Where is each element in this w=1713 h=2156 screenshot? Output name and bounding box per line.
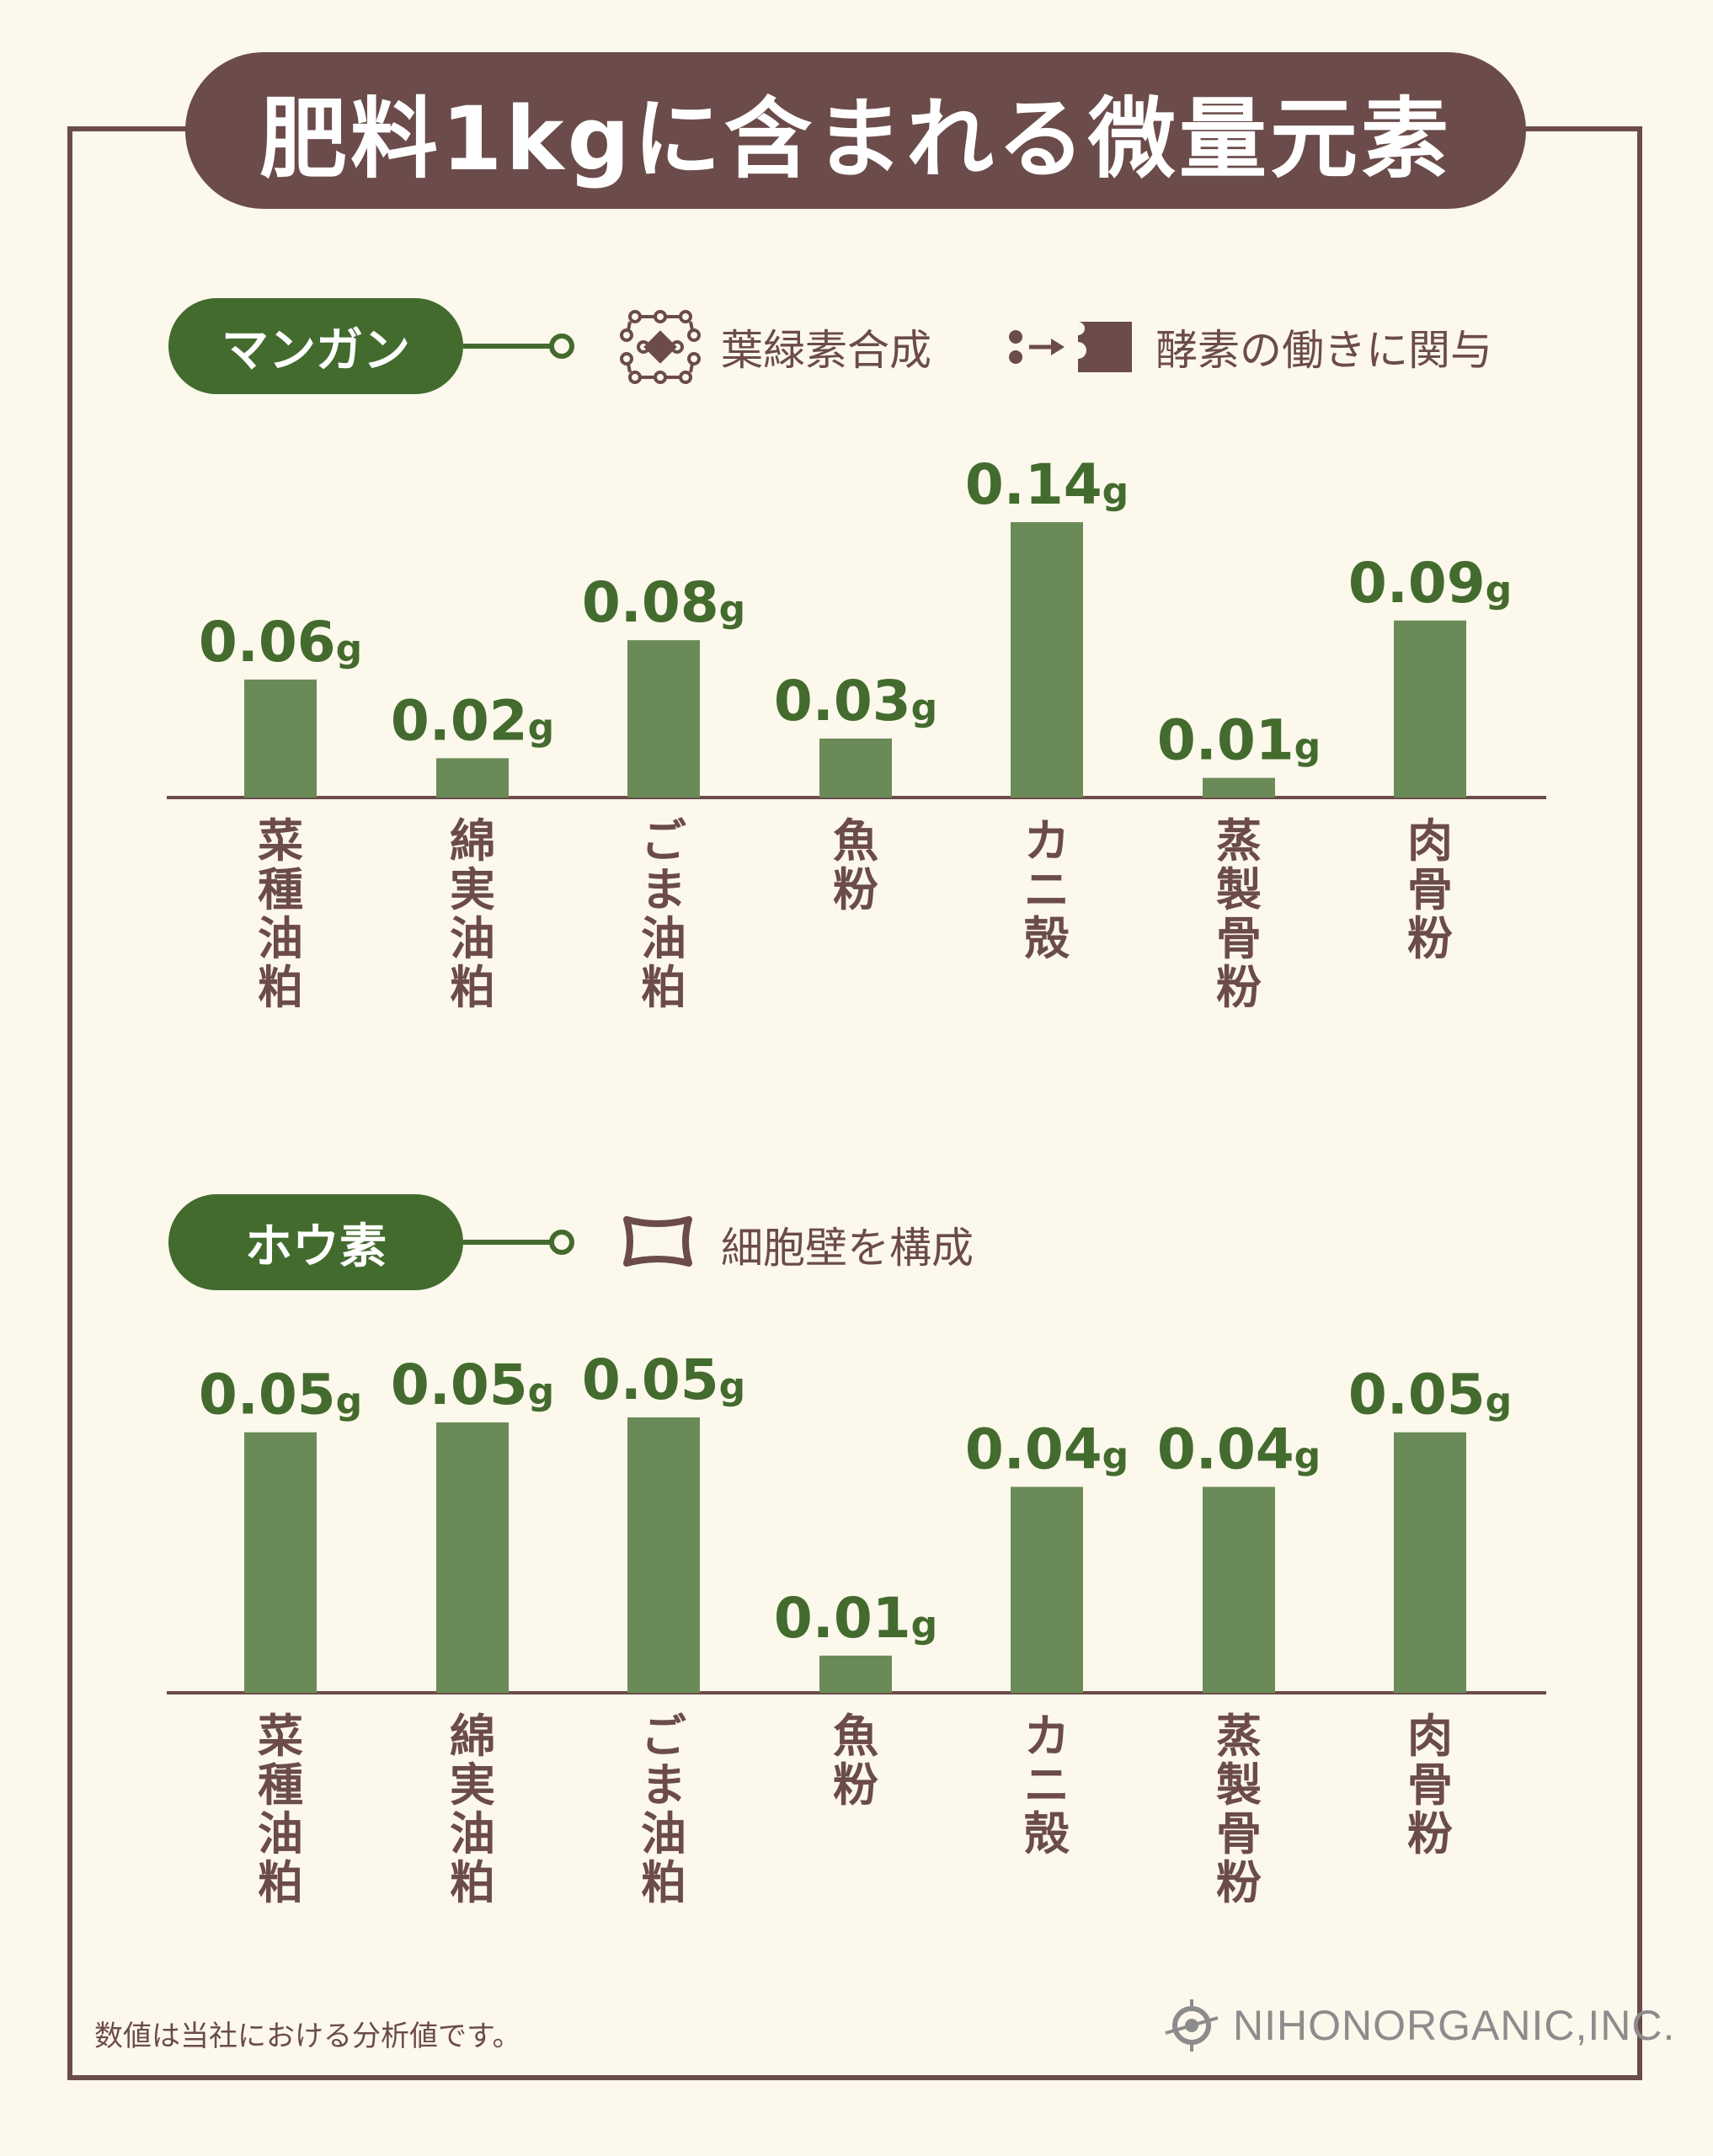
manganese-value-label-7: 0.09g bbox=[1348, 551, 1512, 616]
footnote: 数値は当社における分析値です。 bbox=[94, 2020, 521, 2053]
boron-value-label-4: 0.01g bbox=[774, 1586, 937, 1651]
logo-text: NIHONORGANIC,INC. bbox=[1233, 2002, 1676, 2049]
boron-bar-5 bbox=[1011, 1486, 1083, 1693]
manganese-bar-2 bbox=[436, 758, 509, 798]
company-logo: NIHONORGANIC,INC. bbox=[1162, 1988, 1675, 2063]
boron-value-label-3: 0.05g bbox=[582, 1348, 745, 1412]
section-label-boron: ホウ素 bbox=[168, 1194, 463, 1290]
chlorophyll-lattice-icon bbox=[620, 310, 701, 384]
manganese-bar-6 bbox=[1203, 777, 1275, 798]
manganese-bar-1 bbox=[244, 679, 317, 798]
manganese-category-label-1: 菜種油粕 bbox=[258, 814, 303, 1014]
boron-value-label-5: 0.04g bbox=[965, 1417, 1129, 1481]
page-title: 肥料1kgに含まれる微量元素 bbox=[259, 87, 1452, 190]
manganese-category-label-3: ごま油粕 bbox=[641, 814, 686, 1014]
manganese-category-label-4: 魚粉 bbox=[833, 814, 878, 916]
manganese-bar-chart: 0.06g 菜種油粕 0.02g 綿実油粕 0.08g ごま油粕 0.03g 魚粉 0.14g カ… bbox=[167, 452, 1546, 1014]
boron-bar-chart: 0.05g 菜種油粕 0.05g 綿実油粕 0.05g ごま油粕 0.01g 魚粉 0.04g カ… bbox=[167, 1348, 1546, 1909]
connector-dot bbox=[549, 1230, 574, 1255]
connector-line bbox=[463, 344, 556, 349]
logo-icon bbox=[1165, 1999, 1219, 2052]
section-label-manganese: マンガン bbox=[168, 298, 463, 394]
manganese-value-label-2: 0.02g bbox=[391, 688, 554, 753]
boron-bar-3 bbox=[627, 1417, 700, 1693]
manganese-category-label-2: 綿実油粕 bbox=[450, 814, 495, 1014]
cell-wall-icon bbox=[623, 1216, 692, 1267]
boron-category-label-5: カニ殻 bbox=[1024, 1710, 1070, 1860]
connector-line bbox=[463, 1240, 556, 1245]
boron-bar-7 bbox=[1394, 1432, 1466, 1693]
manganese-value-label-5: 0.14g bbox=[965, 452, 1129, 517]
boron-category-label-1: 菜種油粕 bbox=[258, 1710, 303, 1909]
legend-cell-wall-text: 細胞壁を構成 bbox=[721, 1224, 974, 1273]
boron-value-label-2: 0.05g bbox=[391, 1353, 554, 1417]
boron-category-label-4: 魚粉 bbox=[833, 1710, 878, 1812]
boron-value-label-6: 0.04g bbox=[1157, 1417, 1321, 1481]
manganese-bar-3 bbox=[627, 640, 700, 798]
boron-bar-2 bbox=[436, 1422, 509, 1693]
legend-enzyme-text: 酵素の働きに関与 bbox=[1155, 326, 1492, 375]
manganese-value-label-3: 0.08g bbox=[582, 570, 745, 635]
title-banner: 肥料1kgに含まれる微量元素 bbox=[185, 52, 1526, 209]
boron-category-label-2: 綿実油粕 bbox=[450, 1710, 495, 1909]
manganese-value-label-1: 0.06g bbox=[199, 610, 362, 675]
manganese-bar-5 bbox=[1011, 522, 1083, 798]
boron-category-label-3: ごま油粕 bbox=[641, 1710, 686, 1909]
boron-value-label-7: 0.05g bbox=[1348, 1363, 1512, 1428]
enzyme-reaction-icon bbox=[1009, 322, 1132, 372]
manganese-value-label-6: 0.01g bbox=[1157, 708, 1321, 773]
boron-bar-1 bbox=[244, 1432, 317, 1693]
boron-category-label-6: 蒸製骨粉 bbox=[1216, 1710, 1262, 1909]
boron-category-label-7: 肉骨粉 bbox=[1407, 1710, 1453, 1860]
boron-bar-6 bbox=[1203, 1486, 1275, 1693]
connector-dot bbox=[549, 334, 574, 359]
manganese-bar-4 bbox=[819, 738, 892, 798]
manganese-value-label-4: 0.03g bbox=[774, 669, 937, 734]
legend-chlorophyll-text: 葉緑素合成 bbox=[721, 326, 931, 375]
manganese-category-label-6: 蒸製骨粉 bbox=[1216, 814, 1262, 1014]
manganese-bar-7 bbox=[1394, 620, 1466, 798]
boron-value-label-1: 0.05g bbox=[199, 1363, 362, 1428]
manganese-category-label-5: カニ殻 bbox=[1024, 814, 1070, 965]
manganese-category-label-7: 肉骨粉 bbox=[1407, 814, 1453, 965]
boron-bar-4 bbox=[819, 1655, 892, 1693]
